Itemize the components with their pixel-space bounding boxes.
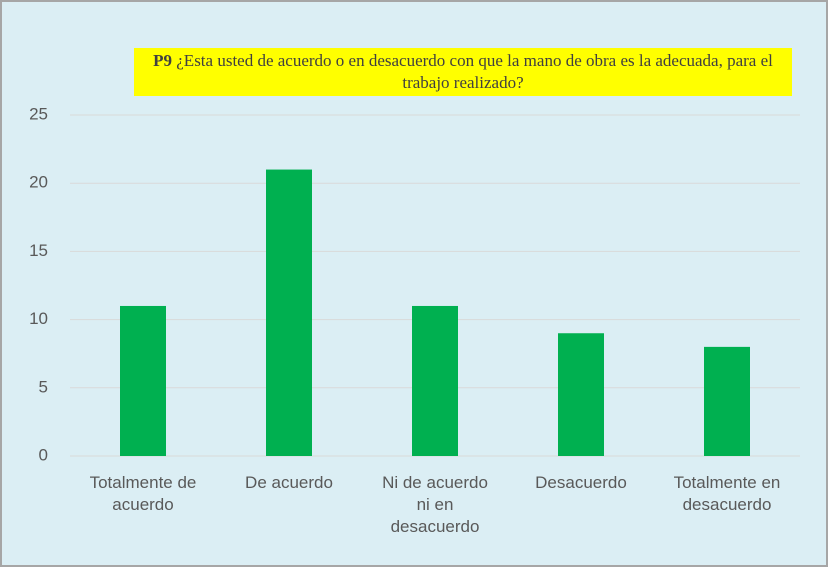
bar bbox=[266, 169, 312, 456]
title-number: P9 bbox=[153, 51, 173, 70]
bar bbox=[558, 333, 604, 456]
y-tick-label: 0 bbox=[39, 445, 48, 464]
bar bbox=[120, 305, 166, 456]
y-tick-label: 5 bbox=[39, 377, 48, 396]
x-tick-label: Desacuerdo bbox=[535, 473, 627, 492]
chart-title-box: P9 ¿Esta usted de acuerdo o en desacuerd… bbox=[134, 48, 792, 96]
x-tick-label: Ni de acuerdo ni en desacuerdo bbox=[382, 473, 488, 536]
x-tick-label: Totalmente de acuerdo bbox=[89, 473, 197, 514]
y-tick-label: 10 bbox=[29, 309, 48, 328]
chart-title: ¿Esta usted de acuerdo o en desacuerdo c… bbox=[176, 51, 773, 92]
y-tick-label: 25 bbox=[29, 104, 48, 123]
bar bbox=[704, 346, 750, 456]
y-tick-label: 20 bbox=[29, 173, 48, 192]
y-tick-label: 15 bbox=[29, 241, 48, 260]
x-tick-label: Totalmente en desacuerdo bbox=[673, 473, 781, 514]
bar bbox=[412, 305, 458, 456]
x-tick-label: De acuerdo bbox=[245, 473, 333, 492]
